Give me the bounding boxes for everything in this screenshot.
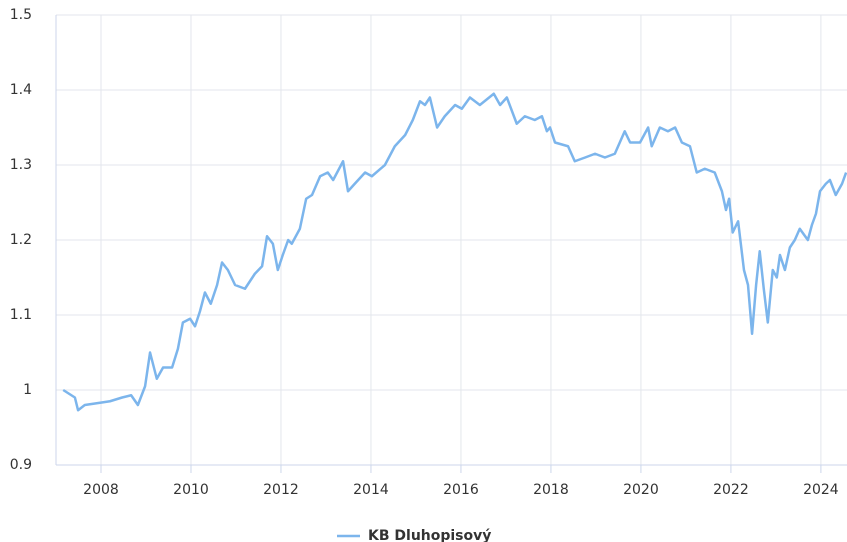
y-tick-label: 1.2 [10, 232, 32, 248]
series-line [62, 92, 847, 412]
x-tick-label: 2022 [713, 482, 749, 498]
x-tick-label: 2020 [623, 482, 659, 498]
y-tick-label: 1 [23, 382, 32, 398]
x-tick-label: 2008 [83, 482, 119, 498]
x-tick-label: 2018 [533, 482, 569, 498]
y-tick-label: 1.1 [10, 307, 32, 323]
x-tick-label: 2016 [443, 482, 479, 498]
y-tick-label: 1.5 [10, 7, 32, 23]
x-tick-label: 2010 [173, 482, 209, 498]
legend-label: KB Dluhopisový [368, 528, 491, 542]
y-tick-label: 1.3 [10, 157, 32, 173]
y-tick-label: 0.9 [10, 457, 32, 473]
y-tick-label: 1.4 [10, 82, 32, 98]
x-tick-label: 2012 [263, 482, 299, 498]
x-tick-label: 2024 [803, 482, 839, 498]
x-tick-label: 2014 [353, 482, 389, 498]
